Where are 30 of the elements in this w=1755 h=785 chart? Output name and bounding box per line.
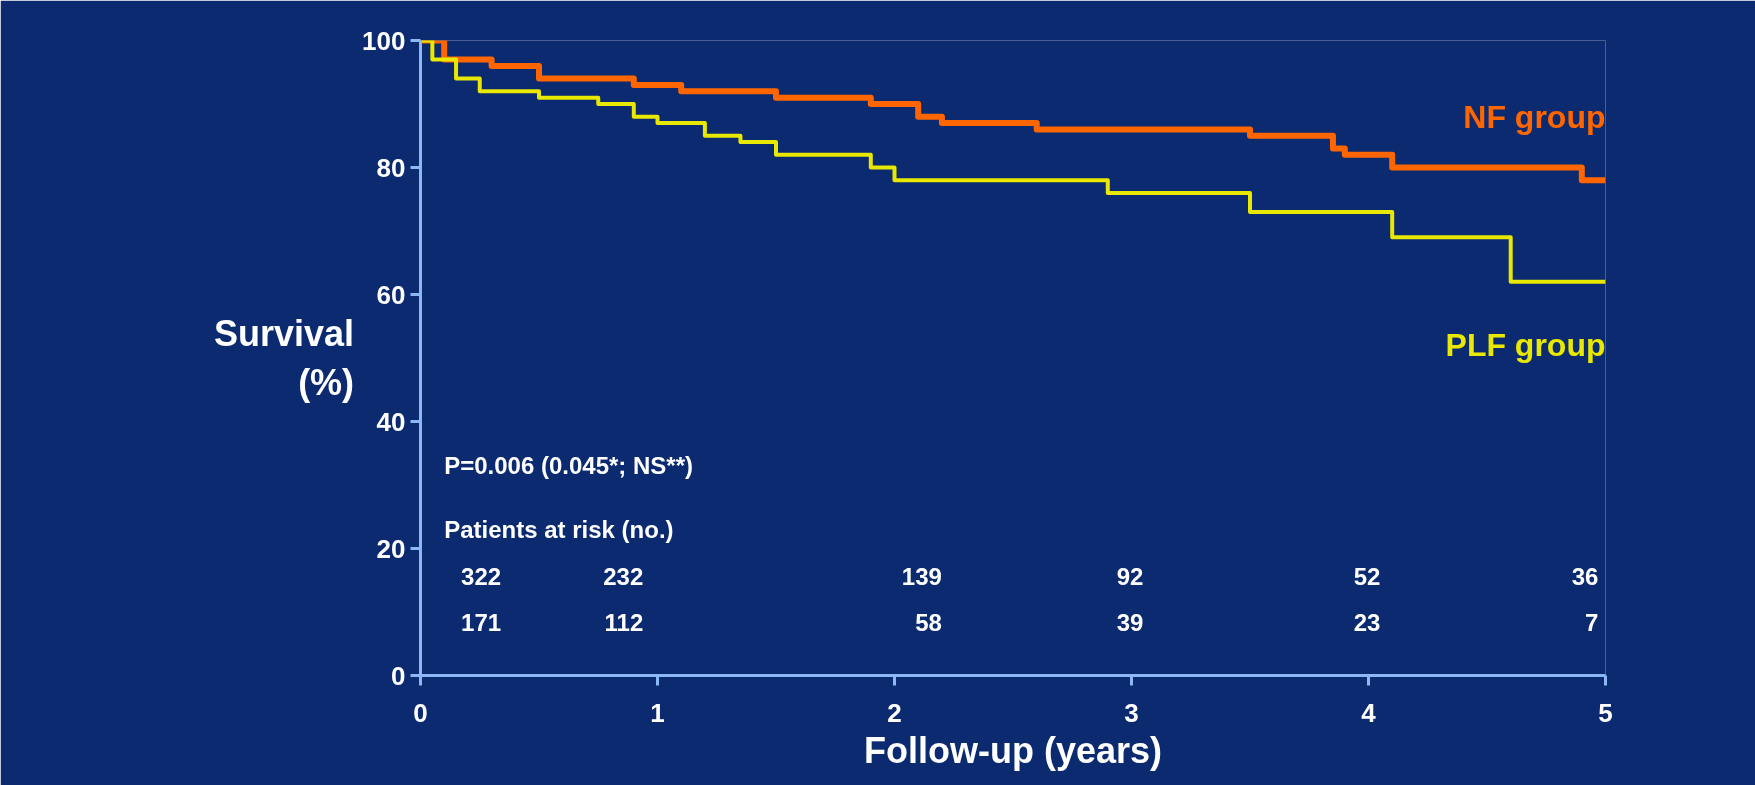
- x-tick-label: 0: [413, 697, 428, 728]
- y-tick-label: 80: [376, 152, 406, 183]
- annotation: 7: [1585, 609, 1599, 637]
- y-tick-label: 0: [391, 660, 406, 691]
- x-tick-label: 2: [887, 697, 902, 728]
- annotation: 322: [461, 562, 502, 590]
- series-label: NF group: [1463, 98, 1606, 135]
- annotation: 112: [604, 609, 644, 637]
- annotation: 39: [1116, 609, 1144, 637]
- annotation: Patients at risk (no.): [444, 515, 674, 543]
- x-tick-label: 5: [1598, 697, 1613, 728]
- annotation: 36: [1571, 562, 1599, 590]
- annotation: 58: [915, 609, 942, 637]
- x-tick-label: 3: [1124, 697, 1139, 728]
- y-tick-label: 100: [362, 25, 406, 56]
- x-tick-label: 4: [1361, 697, 1377, 728]
- x-tick-label: 1: [650, 697, 665, 728]
- annotation: P=0.006 (0.045*; NS**): [444, 452, 694, 480]
- y-axis-title: Survival (%): [214, 312, 355, 404]
- y-tick-label: 60: [376, 279, 406, 310]
- series-label: PLF group: [1445, 327, 1606, 364]
- annotation: 232: [603, 562, 644, 590]
- x-axis-title: Follow-up (years): [863, 729, 1163, 771]
- annotation: 52: [1353, 562, 1381, 590]
- annotation: 92: [1116, 562, 1144, 590]
- annotation: 139: [901, 562, 942, 590]
- y-tick-label: 40: [376, 406, 406, 437]
- y-tick-label: 20: [376, 533, 406, 564]
- annotation: 23: [1353, 609, 1381, 637]
- annotation: 171: [461, 609, 502, 637]
